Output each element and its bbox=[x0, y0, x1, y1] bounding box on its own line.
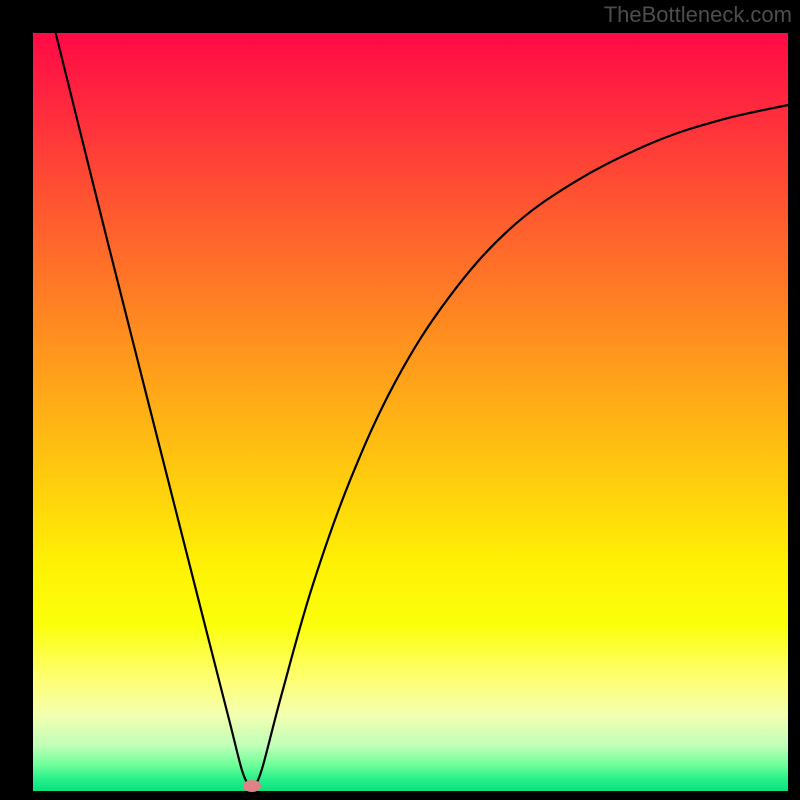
optimum-marker bbox=[243, 780, 261, 792]
curve-left-branch bbox=[56, 33, 248, 783]
plot-area bbox=[33, 33, 788, 791]
watermark-text: TheBottleneck.com bbox=[604, 2, 792, 28]
curve-right-branch bbox=[256, 105, 788, 783]
bottleneck-curve bbox=[33, 33, 788, 791]
chart-canvas: TheBottleneck.com bbox=[0, 0, 800, 800]
